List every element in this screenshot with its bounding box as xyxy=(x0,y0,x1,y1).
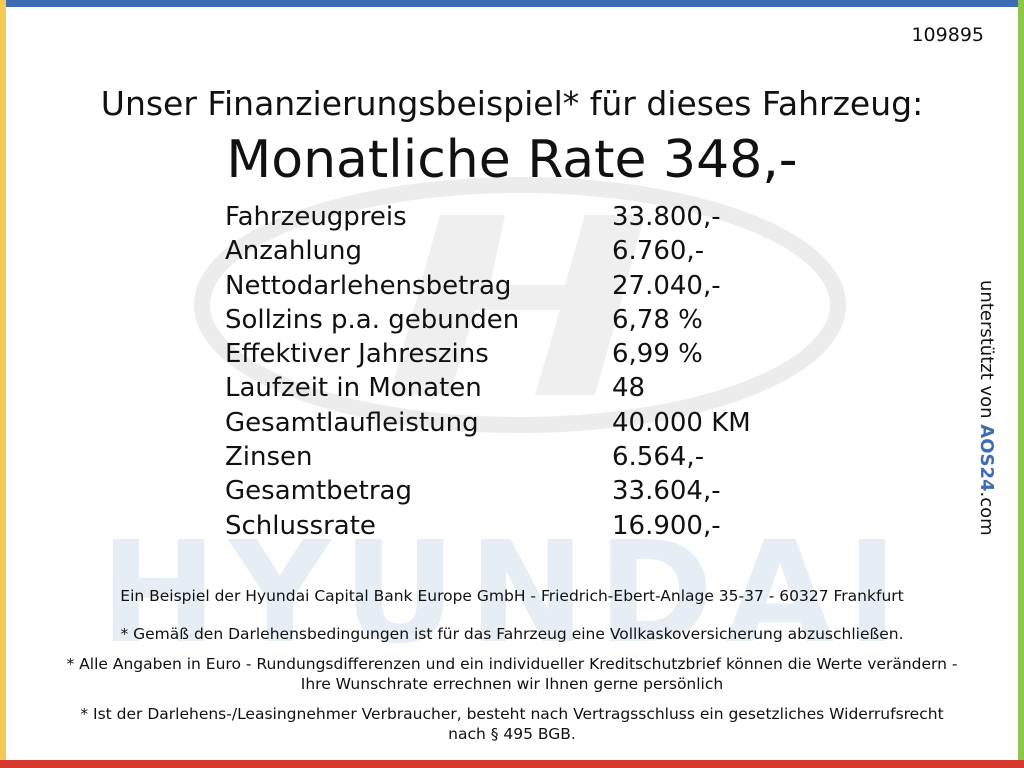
row-value: 6.760,- xyxy=(612,236,705,267)
side-note: unterstützt von AOS24.com xyxy=(976,280,997,536)
row-value: 6.564,- xyxy=(612,442,705,473)
bank-line: Ein Beispiel der Hyundai Capital Bank Eu… xyxy=(120,587,904,605)
row-value: 6,99 % xyxy=(612,339,703,370)
logo-watermark xyxy=(194,177,846,433)
finance-table: Fahrzeugpreis 33.800,- Anzahlung 6.760,- Net… xyxy=(225,200,825,543)
row-label: Anzahlung xyxy=(225,236,363,267)
side-brand: AOS24 xyxy=(976,424,997,492)
side-suffix: .com xyxy=(976,491,997,536)
row-label: Laufzeit in Monaten xyxy=(225,373,482,404)
row-label: Zinsen xyxy=(225,442,313,473)
table-row: Gesamtlaufleistung 40.000 KM xyxy=(225,406,825,440)
rate-heading: Monatliche Rate 348,- xyxy=(226,130,798,190)
row-value: 16.900,- xyxy=(612,510,721,541)
row-label: Effektiver Jahreszins xyxy=(225,339,489,370)
footer: Ein Beispiel der Hyundai Capital Bank Eu… xyxy=(60,586,964,754)
brand-watermark: HYUNDAI xyxy=(100,512,911,675)
row-label: Sollzins p.a. gebunden xyxy=(225,304,520,335)
side-prefix: unterstützt von xyxy=(976,280,997,425)
table-row: Gesamtbetrag 33.604,- xyxy=(225,474,825,508)
row-value: 40.000 KM xyxy=(612,407,751,438)
table-row: Laufzeit in Monaten 48 xyxy=(225,371,825,405)
footnote: * Ist der Darlehens-/Leasingnehmer Verbr… xyxy=(80,705,944,743)
table-row: Fahrzeugpreis 33.800,- xyxy=(225,200,825,234)
title: Unser Finanzierungsbeispiel* für dieses … xyxy=(100,84,924,123)
table-row: Nettodarlehensbetrag 27.040,- xyxy=(225,269,825,303)
row-value: 48 xyxy=(612,373,646,404)
table-row: Anzahlung 6.760,- xyxy=(225,234,825,268)
row-label: Schlussrate xyxy=(225,510,376,541)
row-label: Nettodarlehensbetrag xyxy=(225,270,512,301)
row-label: Gesamtbetrag xyxy=(225,476,412,507)
top-stripe xyxy=(0,0,1024,7)
row-label: Fahrzeugpreis xyxy=(225,202,407,232)
left-stripe xyxy=(0,0,6,768)
row-value: 33.604,- xyxy=(612,476,721,507)
right-stripe xyxy=(1018,0,1024,768)
row-value: 6,78 % xyxy=(612,304,703,335)
footnote: * Alle Angaben in Euro - Rundungsdiffere… xyxy=(66,655,958,693)
id-number: 109895 xyxy=(911,24,984,46)
bottom-stripe xyxy=(0,760,1024,768)
row-value: 27.040,- xyxy=(612,270,721,301)
table-row: Zinsen 6.564,- xyxy=(225,440,825,474)
row-label: Gesamtlaufleistung xyxy=(225,407,479,438)
footnote: * Gemäß den Darlehensbedingungen ist für… xyxy=(120,625,904,643)
row-value: 33.800,- xyxy=(612,202,721,232)
table-row: Sollzins p.a. gebunden 6,78 % xyxy=(225,303,825,337)
table-row: Schlussrate 16.900,- xyxy=(225,509,825,543)
table-row: Effektiver Jahreszins 6,99 % xyxy=(225,337,825,371)
